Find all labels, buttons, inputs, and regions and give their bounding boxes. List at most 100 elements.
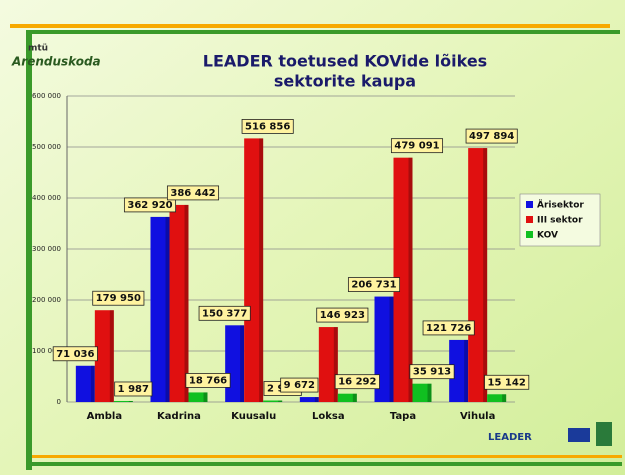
bar [244, 138, 264, 402]
y-tick-label: 200 000 [32, 296, 61, 304]
bar-side [502, 394, 507, 402]
value-label: 150 377 [202, 308, 247, 319]
x-tick-label: Tapa [390, 411, 416, 422]
bar [299, 397, 319, 402]
x-tick-label: Loksa [312, 411, 345, 422]
x-tick-label: Ambla [87, 411, 123, 422]
bar-side [90, 365, 95, 402]
legend-box [519, 193, 601, 247]
bottom-line [32, 462, 622, 466]
value-label-box [185, 373, 231, 388]
value-label: 479 091 [394, 141, 439, 152]
legend-swatch [526, 201, 533, 208]
emblem [596, 422, 612, 446]
bar-side [259, 138, 264, 402]
bar-side [240, 325, 245, 402]
top-line [30, 30, 620, 34]
value-label-box [166, 185, 220, 201]
value-label-box [123, 197, 177, 213]
logo-small: mtü [28, 44, 48, 54]
value-label: 362 920 [127, 200, 172, 211]
value-label-box [114, 381, 153, 397]
value-label-box [241, 119, 294, 134]
y-tick-label: 400 000 [32, 194, 61, 202]
bar-side [128, 400, 133, 402]
value-label: 497 894 [469, 131, 514, 142]
legend-label: III sektor [537, 216, 583, 226]
bar-side [483, 148, 488, 402]
value-label: 18 766 [189, 375, 227, 386]
bar [188, 392, 208, 402]
value-label: 146 923 [320, 310, 365, 321]
value-label: 516 856 [245, 121, 290, 132]
value-label: 9 672 [284, 380, 315, 391]
chart-title: LEADER toetused KOVide lõikes [203, 52, 487, 71]
value-label-box [390, 138, 444, 154]
y-tick-label: 300 000 [32, 245, 61, 253]
value-label-box [409, 364, 455, 380]
bar [169, 204, 189, 402]
value-label: 1 987 [118, 384, 149, 395]
bar-side [109, 310, 114, 402]
value-label-box [484, 374, 530, 390]
bar [94, 310, 114, 402]
bar [412, 383, 432, 402]
value-label: 386 442 [170, 188, 215, 199]
value-label: 15 142 [488, 377, 526, 388]
value-label: 71 036 [56, 349, 94, 360]
x-tick-label: Kuusalu [231, 411, 276, 422]
y-tick-label: 600 000 [32, 92, 61, 100]
bar [337, 393, 357, 402]
top-line [10, 24, 610, 28]
bottom-line [32, 455, 622, 458]
value-label-box [422, 320, 475, 336]
chart-title: sektorite kaupa [274, 72, 416, 91]
value-label: 179 950 [96, 293, 141, 304]
bar-side [333, 327, 338, 402]
value-label: 16 292 [338, 377, 376, 388]
left-bar [26, 30, 32, 470]
bar [150, 216, 170, 402]
value-label-box [334, 374, 380, 390]
bar-side [314, 397, 319, 402]
value-label-box [52, 346, 98, 362]
value-label: 35 913 [413, 367, 451, 378]
y-tick-label: 0 [57, 398, 61, 406]
logo-name: Arenduskoda [11, 55, 101, 69]
bar-side [464, 339, 469, 402]
value-label: 206 731 [351, 280, 396, 291]
value-label-box [198, 305, 251, 321]
x-tick-label: Kadrina [157, 411, 201, 422]
value-label: 121 726 [426, 323, 471, 334]
legend-swatch [526, 231, 533, 238]
bar-side [184, 204, 189, 402]
bar-side [408, 157, 413, 402]
footer-logo: LEADER [488, 432, 532, 443]
value-label-box [280, 377, 319, 393]
eu-flag [568, 428, 590, 442]
y-tick-label: 100 000 [32, 347, 61, 355]
bar-side [165, 216, 170, 402]
bar [75, 365, 95, 402]
value-label-box [347, 277, 401, 292]
bar-side [278, 400, 283, 402]
legend-label: KOV [537, 231, 558, 241]
value-label-box [316, 307, 369, 323]
bar [468, 148, 488, 402]
bar-side [427, 383, 432, 402]
bar [318, 327, 338, 402]
bar [487, 394, 507, 402]
bar-side [203, 392, 208, 402]
bar [263, 400, 283, 402]
bar [393, 157, 413, 402]
legend-swatch [526, 216, 533, 223]
legend-label: Ärisektor [537, 200, 584, 211]
bar [113, 400, 133, 402]
bar-side [352, 393, 357, 402]
bar [449, 339, 469, 402]
value-label-box [465, 128, 518, 144]
bar-side [389, 296, 394, 402]
y-tick-label: 500 000 [32, 143, 61, 151]
x-tick-label: Vihula [460, 411, 495, 422]
